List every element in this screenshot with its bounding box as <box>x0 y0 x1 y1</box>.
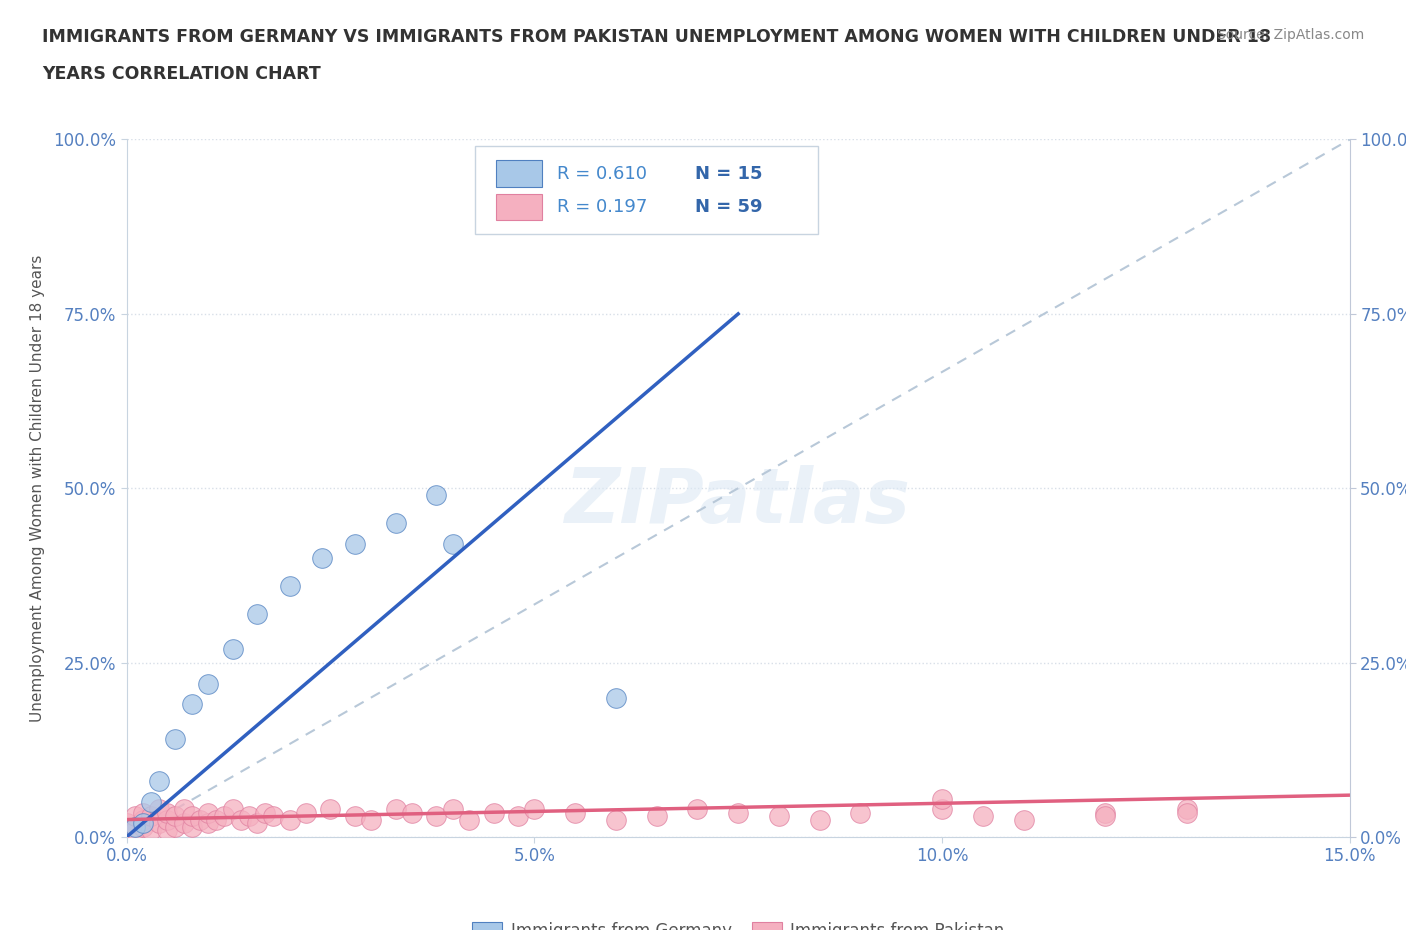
Point <box>254 805 277 820</box>
Point <box>343 809 366 824</box>
Point <box>605 690 627 705</box>
Point <box>156 805 179 820</box>
Point <box>262 809 284 824</box>
Point <box>197 805 219 820</box>
Point <box>523 802 546 817</box>
Point <box>246 816 269 830</box>
Point <box>156 812 179 827</box>
Point <box>139 823 162 838</box>
Point <box>148 774 170 789</box>
Text: IMMIGRANTS FROM GERMANY VS IMMIGRANTS FROM PAKISTAN UNEMPLOYMENT AMONG WOMEN WIT: IMMIGRANTS FROM GERMANY VS IMMIGRANTS FR… <box>42 28 1271 46</box>
Point <box>931 802 953 817</box>
Point <box>972 809 994 824</box>
Point <box>238 809 260 824</box>
Point <box>132 812 155 827</box>
Point <box>645 809 668 824</box>
Point <box>156 823 179 838</box>
Point <box>1012 812 1035 827</box>
Point <box>808 812 831 827</box>
Point <box>132 819 155 834</box>
FancyBboxPatch shape <box>496 194 543 220</box>
Point <box>221 642 243 657</box>
Point <box>165 809 187 824</box>
Text: Source: ZipAtlas.com: Source: ZipAtlas.com <box>1216 28 1364 42</box>
Point <box>148 802 170 817</box>
Point <box>458 812 481 827</box>
Point <box>173 802 195 817</box>
Point <box>214 809 236 824</box>
Point <box>197 676 219 691</box>
Text: ZIPatlas: ZIPatlas <box>565 465 911 539</box>
Point <box>686 802 709 817</box>
Point <box>931 791 953 806</box>
Point <box>132 805 155 820</box>
Point <box>605 812 627 827</box>
Point <box>1175 802 1198 817</box>
Point <box>482 805 505 820</box>
Point <box>180 698 202 712</box>
Legend: Immigrants from Germany, Immigrants from Pakistan: Immigrants from Germany, Immigrants from… <box>465 915 1011 930</box>
Point <box>401 805 423 820</box>
Text: R = 0.197: R = 0.197 <box>557 198 648 216</box>
Point <box>849 805 872 820</box>
Point <box>165 732 187 747</box>
Point <box>278 578 301 593</box>
Point <box>246 606 269 621</box>
Point <box>180 809 202 824</box>
Y-axis label: Unemployment Among Women with Children Under 18 years: Unemployment Among Women with Children U… <box>30 255 45 722</box>
Point <box>1094 805 1116 820</box>
Text: YEARS CORRELATION CHART: YEARS CORRELATION CHART <box>42 65 321 83</box>
Point <box>295 805 318 820</box>
Point <box>205 812 228 827</box>
Point <box>1175 805 1198 820</box>
Text: N = 15: N = 15 <box>696 165 763 182</box>
FancyBboxPatch shape <box>496 161 543 187</box>
Text: R = 0.610: R = 0.610 <box>557 165 647 182</box>
Point <box>278 812 301 827</box>
FancyBboxPatch shape <box>475 147 818 233</box>
Point <box>221 802 243 817</box>
Point <box>384 515 406 530</box>
Point <box>384 802 406 817</box>
Point <box>727 805 749 820</box>
Point <box>124 809 146 824</box>
Point <box>441 802 464 817</box>
Point <box>197 816 219 830</box>
Point <box>1094 809 1116 824</box>
Point <box>311 551 333 565</box>
Point <box>506 809 529 824</box>
Point <box>124 819 146 834</box>
Point <box>343 537 366 551</box>
Point <box>165 819 187 834</box>
Point <box>441 537 464 551</box>
Point <box>132 816 155 830</box>
Point <box>564 805 586 820</box>
Point <box>124 823 146 838</box>
Point <box>425 809 447 824</box>
Point <box>229 812 252 827</box>
Point <box>148 816 170 830</box>
Text: N = 59: N = 59 <box>696 198 763 216</box>
Point <box>115 816 138 830</box>
Point <box>139 809 162 824</box>
Point <box>319 802 342 817</box>
Point <box>360 812 382 827</box>
Point <box>188 812 211 827</box>
Point <box>768 809 790 824</box>
Point <box>180 819 202 834</box>
Point <box>139 794 162 809</box>
Point <box>425 488 447 503</box>
Point <box>173 816 195 830</box>
